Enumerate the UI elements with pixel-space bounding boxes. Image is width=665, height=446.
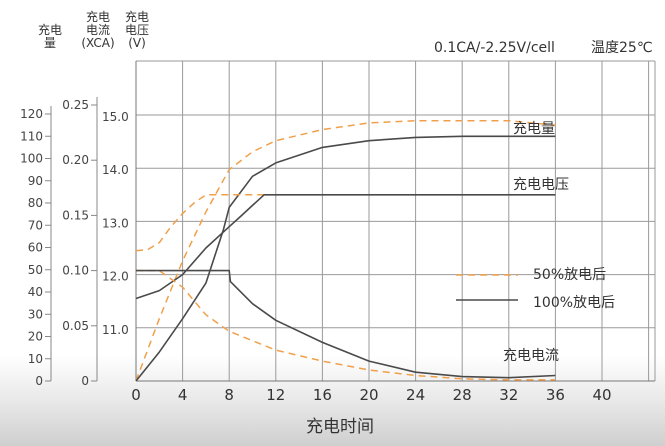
current-tick-label: 0.05 xyxy=(62,319,89,333)
current-axis-title: (XCA) xyxy=(81,36,114,50)
x-tick-label: 40 xyxy=(592,386,611,404)
voltage-axis-title: 充电 xyxy=(125,9,149,24)
x-axis-label: 充电时间 xyxy=(306,417,374,437)
capacity-tick-label: 80 xyxy=(28,196,43,210)
current-solid-line xyxy=(136,269,556,379)
x-tick-label: 12 xyxy=(266,386,285,404)
voltage-tick-label: 13.0 xyxy=(102,216,129,230)
current-tick-label: 0.10 xyxy=(62,264,89,278)
voltage-tick-label: 15.0 xyxy=(102,110,129,124)
capacity-tick-label: 10 xyxy=(28,352,43,366)
voltage-tick-label: 12.0 xyxy=(102,270,129,284)
voltage-tick-label: 11.0 xyxy=(102,323,129,337)
temperature-label: 温度25℃ xyxy=(591,40,653,56)
capacity-tick-label: 40 xyxy=(28,285,43,299)
current-tick-label: 0.20 xyxy=(62,153,89,167)
current-axis-title: 电流 xyxy=(86,23,110,37)
capacity-annotation: 充电量 xyxy=(513,121,555,137)
x-tick-label: 16 xyxy=(313,386,332,404)
current-tick-label: 0.25 xyxy=(62,98,89,112)
capacity-tick-label: 120 xyxy=(20,107,43,121)
legend-label-100: 100%放电后 xyxy=(533,295,615,311)
current-axis-title: 充电 xyxy=(86,9,110,24)
capacity-tick-label: 110 xyxy=(20,129,43,143)
voltage-dashed-line xyxy=(135,194,556,252)
voltage-annotation: 充电电压 xyxy=(513,177,569,193)
x-tick-label: 28 xyxy=(453,386,472,404)
capacity-tick-label: 100 xyxy=(20,152,43,166)
x-tick-label: 4 xyxy=(178,386,188,404)
x-tick-label: 20 xyxy=(359,386,378,404)
capacity-tick-label: 50 xyxy=(28,263,43,277)
current-dashed-line xyxy=(136,269,556,381)
capacity-tick-label: 70 xyxy=(28,218,43,232)
text-labels: 0.1CA/-2.25V/cell 温度25℃ 充电量 充电电压 充电电流 50… xyxy=(306,40,653,437)
x-tick-label: 32 xyxy=(499,386,518,404)
voltage-solid-line xyxy=(135,194,556,300)
capacity-axis-title: 充电 xyxy=(38,22,62,37)
capacity-dashed-line xyxy=(135,119,556,382)
capacity-tick-label: 0 xyxy=(35,374,43,388)
capacity-tick-label: 90 xyxy=(28,174,43,188)
capacity-axis-title: 量 xyxy=(44,36,56,50)
voltage-tick-label: 14.0 xyxy=(102,163,129,177)
capacity-solid-line xyxy=(135,135,556,382)
legend xyxy=(456,274,518,301)
voltage-axis-title: (V) xyxy=(128,36,146,50)
current-tick-label: 0.15 xyxy=(62,208,89,222)
x-tick-label: 24 xyxy=(406,386,425,404)
capacity-tick-label: 60 xyxy=(28,241,43,255)
voltage-axis-title: 电压 xyxy=(125,23,149,37)
condition-label: 0.1CA/-2.25V/cell xyxy=(434,40,555,56)
series-layer xyxy=(135,119,556,382)
x-tick-label: 36 xyxy=(546,386,565,404)
x-tick-label: 8 xyxy=(224,386,234,404)
capacity-tick-label: 20 xyxy=(28,330,43,344)
plot-grid: 0 4 8 12 16 20 24 28 32 36 40 xyxy=(131,60,656,404)
legend-label-50: 50%放电后 xyxy=(533,267,606,283)
y-axes: 0 10 20 30 40 50 60 70 80 90 100 110 120 0 0.05 0.10 0.1… xyxy=(20,9,149,388)
current-annotation: 充电电流 xyxy=(503,348,559,364)
capacity-tick-label: 30 xyxy=(28,307,43,321)
x-tick-label: 0 xyxy=(131,386,141,404)
current-tick-label: 0 xyxy=(81,374,89,388)
